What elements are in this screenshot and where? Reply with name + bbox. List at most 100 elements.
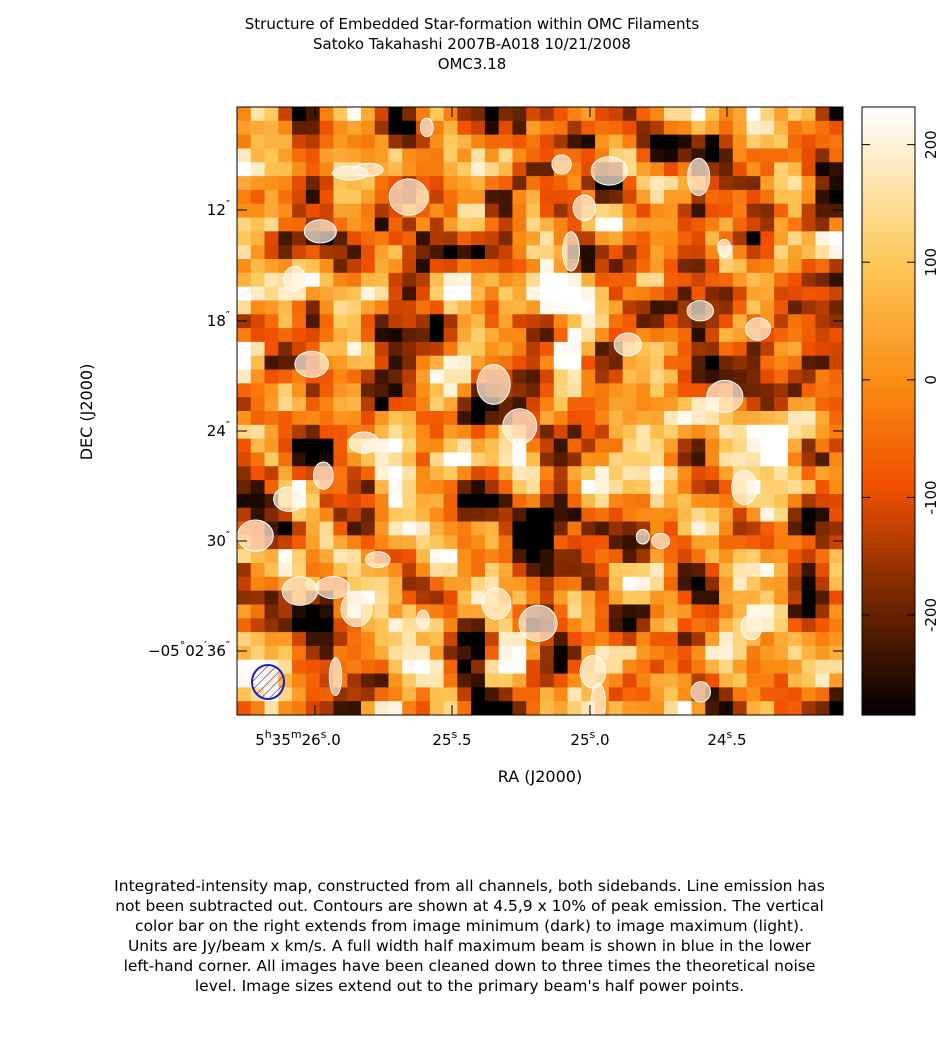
tick-part: 5 bbox=[255, 731, 265, 749]
map-cell bbox=[374, 618, 390, 633]
colorbar-step bbox=[862, 674, 915, 680]
map-cell bbox=[498, 673, 514, 688]
map-cell bbox=[567, 217, 582, 232]
map-cell bbox=[540, 466, 555, 481]
map-cell bbox=[567, 493, 582, 509]
map-cell bbox=[526, 341, 541, 357]
map-cell bbox=[774, 134, 789, 150]
map-cell bbox=[237, 231, 252, 246]
map-cell bbox=[650, 314, 665, 329]
map-cell bbox=[622, 590, 638, 606]
map-cell bbox=[429, 507, 445, 523]
map-cell bbox=[746, 217, 761, 232]
map-cell bbox=[732, 328, 748, 343]
map-cell bbox=[677, 576, 693, 592]
map-cell bbox=[333, 535, 348, 550]
map-cell bbox=[416, 493, 431, 509]
map-cell bbox=[787, 120, 803, 136]
map-cell bbox=[691, 424, 706, 440]
map-cell bbox=[622, 120, 638, 136]
colorbar-step bbox=[862, 508, 915, 513]
map-cell bbox=[595, 328, 610, 343]
map-cell bbox=[801, 259, 817, 274]
map-cell bbox=[801, 604, 817, 619]
colorbar-step bbox=[862, 171, 915, 177]
map-cell bbox=[815, 369, 830, 384]
map-cell bbox=[264, 286, 279, 302]
map-cell bbox=[636, 286, 651, 302]
map-cell bbox=[636, 231, 651, 246]
map-cell bbox=[553, 341, 569, 357]
map-cell bbox=[443, 107, 458, 122]
map-cell bbox=[305, 300, 321, 315]
colorbar-step bbox=[862, 702, 915, 708]
map-cell bbox=[526, 259, 541, 274]
map-cell bbox=[705, 576, 720, 592]
map-cell bbox=[237, 203, 252, 219]
map-cell bbox=[540, 590, 555, 606]
map-cell bbox=[691, 245, 706, 260]
map-cell bbox=[622, 383, 638, 398]
map-cell bbox=[636, 590, 651, 606]
colorbar-step bbox=[862, 646, 915, 651]
map-cell bbox=[237, 107, 252, 122]
map-cell bbox=[801, 659, 817, 675]
colorbar-step bbox=[862, 520, 915, 526]
map-cell bbox=[787, 134, 803, 150]
colorbar-step bbox=[862, 512, 915, 517]
map-cell bbox=[484, 411, 500, 426]
colorbar-step bbox=[862, 585, 915, 590]
map-cell bbox=[360, 107, 376, 122]
tick-part: .0 bbox=[595, 731, 609, 749]
map-cell bbox=[608, 245, 624, 260]
map-cell bbox=[815, 176, 830, 191]
map-cell bbox=[774, 245, 789, 260]
map-cell bbox=[677, 328, 693, 343]
colorbar-step bbox=[862, 289, 915, 295]
map-cell bbox=[512, 521, 527, 536]
map-cell bbox=[526, 328, 541, 343]
map-cell bbox=[595, 411, 610, 426]
map-cell bbox=[829, 701, 843, 715]
map-cell bbox=[801, 673, 817, 688]
map-cell bbox=[402, 701, 417, 715]
map-cell bbox=[498, 466, 514, 481]
map-cell bbox=[429, 231, 445, 246]
map-cell bbox=[760, 176, 775, 191]
map-cell bbox=[278, 645, 293, 661]
map-cell bbox=[429, 576, 445, 592]
map-cell bbox=[498, 231, 514, 246]
map-cell bbox=[608, 217, 624, 232]
map-cell bbox=[677, 286, 693, 302]
map-cell bbox=[250, 493, 266, 509]
map-cell bbox=[360, 148, 376, 163]
map-cell bbox=[760, 590, 775, 606]
map-cell bbox=[429, 272, 445, 288]
colorbar-step bbox=[862, 471, 915, 477]
map-cell bbox=[278, 521, 293, 536]
map-cell bbox=[264, 259, 279, 274]
map-cell bbox=[595, 369, 610, 384]
map-cell bbox=[540, 438, 555, 454]
map-cell bbox=[526, 162, 541, 177]
map-cell bbox=[622, 521, 638, 536]
map-cell bbox=[705, 411, 720, 426]
map-cell bbox=[237, 452, 252, 467]
map-cell bbox=[732, 134, 748, 150]
map-cell bbox=[484, 466, 500, 481]
map-cell bbox=[581, 369, 596, 384]
colorbar-step bbox=[862, 479, 915, 485]
map-cell bbox=[457, 590, 472, 606]
map-cell bbox=[608, 107, 624, 122]
map-cell bbox=[374, 397, 390, 412]
map-cell bbox=[237, 659, 252, 675]
map-cell bbox=[829, 632, 843, 647]
map-cell bbox=[787, 618, 803, 633]
map-cell bbox=[457, 217, 472, 232]
map-cell bbox=[360, 314, 376, 329]
map-cell bbox=[443, 176, 458, 191]
map-cell bbox=[484, 424, 500, 440]
map-cell bbox=[429, 687, 445, 702]
map-cell bbox=[787, 328, 803, 343]
